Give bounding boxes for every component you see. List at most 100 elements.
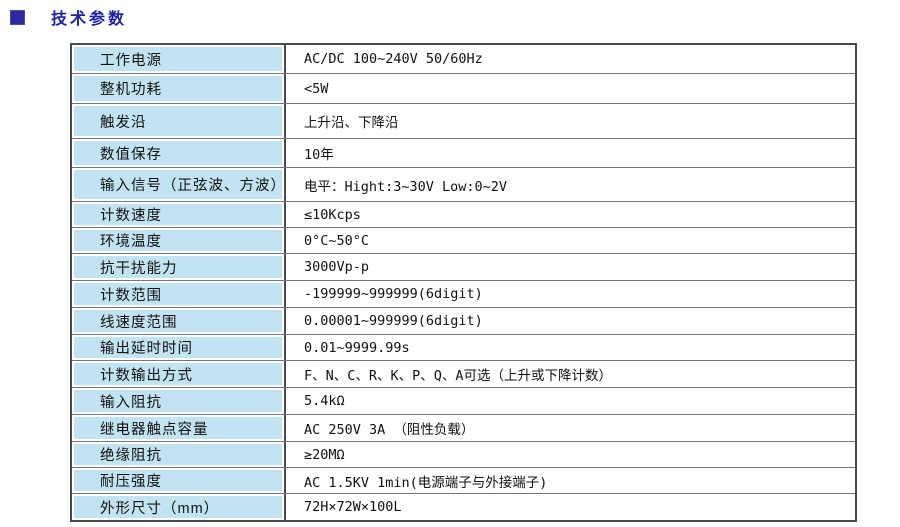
spec-label-inner: 输入阻抗: [74, 390, 282, 412]
section-title: 技术参数: [51, 11, 128, 28]
spec-label-cell: 线速度范围: [72, 308, 286, 334]
spec-value: 0.01~9999.99s: [304, 339, 410, 356]
spec-value-cell: AC 250V 3A （阻性负载）: [286, 415, 855, 441]
spec-label: 计数范围: [100, 287, 162, 304]
spec-value: 3000Vp-p: [304, 259, 370, 275]
spec-row: 环境温度 0°C~50°C: [72, 228, 855, 254]
spec-value: AC 250V 3A （阻性负载）: [304, 422, 475, 438]
spec-row: 线速度范围 0.00001~999999(6digit): [72, 308, 855, 335]
spec-label-inner: 环境温度: [74, 230, 282, 251]
spec-label-cell: 抗干扰能力: [72, 254, 286, 280]
spec-label-cell: 继电器触点容量: [72, 415, 286, 441]
spec-label-inner: 工作电源: [74, 47, 282, 71]
spec-label-inner: 计数输出方式: [74, 363, 282, 385]
spec-label: 抗干扰能力: [100, 260, 178, 277]
section-header: 技术参数: [10, 5, 127, 29]
spec-row: 触发沿 上升沿、下降沿: [72, 104, 855, 139]
spec-label-cell: 计数范围: [72, 281, 286, 307]
spec-value: 5.4kΩ: [304, 393, 345, 409]
spec-label-cell: 绝缘阻抗: [72, 442, 286, 467]
spec-label-cell: 外形尺寸（mm）: [72, 494, 286, 520]
spec-label-cell: 工作电源: [72, 45, 286, 73]
spec-row: 输入信号（正弦波、方波） 电平：Hight:3~30V Low:0~2V: [72, 168, 855, 202]
spec-value-cell: 上升沿、下降沿: [286, 104, 855, 138]
spec-label: 数值保存: [100, 146, 162, 163]
spec-label: 绝缘阻抗: [100, 448, 162, 464]
spec-value: 72H×72W×100L: [304, 499, 402, 515]
spec-label: 输入信号（正弦波、方波）: [100, 178, 286, 194]
spec-label-inner: 继电器触点容量: [74, 417, 282, 439]
spec-label-inner: 输入信号（正弦波、方波）: [74, 170, 285, 199]
spec-label-cell: 触发沿: [72, 104, 286, 138]
spec-label: 整机功耗: [100, 82, 162, 98]
spec-label: 触发沿: [100, 114, 147, 131]
spec-value: 上升沿、下降沿: [304, 115, 399, 131]
spec-label-inner: 耐压强度: [74, 470, 282, 491]
spec-label-inner: 计数范围: [74, 283, 282, 305]
spec-value-cell: 3000Vp-p: [286, 254, 855, 280]
spec-label: 输出延时时间: [100, 341, 193, 357]
spec-label: 输入阻抗: [100, 394, 162, 411]
spec-label: 线速度范围: [100, 314, 178, 331]
spec-value-cell: -199999~999999(6digit): [286, 281, 855, 307]
spec-row: 整机功耗 <5W: [72, 74, 855, 104]
spec-value-cell: <5W: [286, 74, 855, 103]
spec-row: 外形尺寸（mm） 72H×72W×100L: [72, 494, 855, 520]
spec-table: 工作电源 AC/DC 100~240V 50/60Hz 整机功耗 <5W 触发沿…: [70, 43, 857, 522]
spec-value-cell: 5.4kΩ: [286, 388, 855, 414]
spec-label-cell: 输入信号（正弦波、方波）: [72, 168, 286, 201]
spec-row: 输入阻抗 5.4kΩ: [72, 388, 855, 415]
spec-value-cell: 0°C~50°C: [286, 228, 855, 253]
spec-value: ≤10Kcps: [304, 206, 361, 223]
spec-value: F、N、C、R、K、P、Q、A可选（上升或下降计数）: [304, 368, 613, 384]
spec-value: 10年: [304, 147, 334, 163]
spec-row: 计数速度 ≤10Kcps: [72, 202, 855, 228]
spec-label-inner: 绝缘阻抗: [74, 444, 282, 465]
spec-value-cell: 0.01~9999.99s: [286, 335, 855, 360]
spec-value: 0°C~50°C: [304, 232, 370, 249]
spec-row: 计数范围 -199999~999999(6digit): [72, 281, 855, 308]
spec-label: 耐压强度: [100, 474, 162, 490]
spec-value: 电平：Hight:3~30V Low:0~2V: [304, 178, 508, 195]
spec-table-body: 工作电源 AC/DC 100~240V 50/60Hz 整机功耗 <5W 触发沿…: [72, 45, 855, 520]
spec-label-inner: 线速度范围: [74, 310, 282, 332]
spec-row: 计数输出方式 F、N、C、R、K、P、Q、A可选（上升或下降计数）: [72, 361, 855, 388]
spec-label-cell: 整机功耗: [72, 74, 286, 103]
spec-label: 外形尺寸（mm）: [100, 500, 220, 517]
spec-label: 计数输出方式: [100, 367, 193, 384]
spec-value-cell: 电平：Hight:3~30V Low:0~2V: [286, 168, 855, 201]
spec-value-cell: AC 1.5KV 1min(电源端子与外接端子): [286, 468, 855, 493]
spec-value-cell: 72H×72W×100L: [286, 494, 855, 520]
spec-value: AC 1.5KV 1min(电源端子与外接端子): [304, 474, 548, 491]
spec-value-cell: 10年: [286, 139, 855, 167]
spec-label: 计数速度: [100, 208, 162, 224]
spec-row: 数值保存 10年: [72, 139, 855, 168]
spec-value-cell: F、N、C、R、K、P、Q、A可选（上升或下降计数）: [286, 361, 855, 387]
spec-label-inner: 计数速度: [74, 204, 282, 225]
spec-row: 绝缘阻抗 ≥20MΩ: [72, 442, 855, 468]
spec-label: 工作电源: [100, 52, 162, 69]
spec-row: 继电器触点容量 AC 250V 3A （阻性负载）: [72, 415, 855, 442]
spec-value-cell: ≤10Kcps: [286, 202, 855, 227]
spec-label-inner: 外形尺寸（mm）: [74, 496, 282, 518]
spec-label-cell: 数值保存: [72, 139, 286, 167]
spec-label-cell: 耐压强度: [72, 468, 286, 493]
spec-value-cell: 0.00001~999999(6digit): [286, 308, 855, 334]
spec-value-cell: ≥20MΩ: [286, 442, 855, 467]
spec-label-cell: 计数速度: [72, 202, 286, 227]
spec-label-inner: 数值保存: [74, 141, 282, 165]
spec-value: -199999~999999(6digit): [304, 286, 483, 302]
spec-label-inner: 输出延时时间: [74, 337, 282, 358]
spec-row: 抗干扰能力 3000Vp-p: [72, 254, 855, 281]
spec-label-inner: 触发沿: [74, 106, 282, 136]
spec-value: 0.00001~999999(6digit): [304, 313, 483, 329]
spec-label-cell: 环境温度: [72, 228, 286, 253]
spec-label: 继电器触点容量: [100, 421, 209, 438]
spec-label-cell: 计数输出方式: [72, 361, 286, 387]
spec-label-inner: 抗干扰能力: [74, 256, 282, 278]
spec-value: <5W: [304, 80, 329, 97]
spec-label-cell: 输出延时时间: [72, 335, 286, 360]
spec-value: AC/DC 100~240V 50/60Hz: [304, 51, 483, 67]
spec-value-cell: AC/DC 100~240V 50/60Hz: [286, 45, 855, 73]
spec-label-inner: 整机功耗: [74, 76, 282, 101]
